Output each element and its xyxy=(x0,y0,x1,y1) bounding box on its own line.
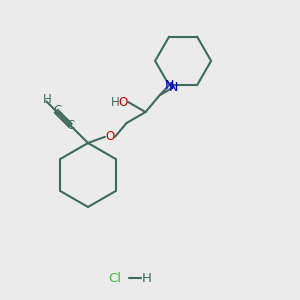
Text: H: H xyxy=(142,272,152,284)
Text: Cl: Cl xyxy=(109,272,122,284)
Text: C: C xyxy=(66,119,74,132)
Text: C: C xyxy=(53,104,61,117)
Text: N: N xyxy=(164,79,174,92)
Text: H: H xyxy=(111,96,120,109)
Text: H: H xyxy=(43,93,52,106)
Text: N: N xyxy=(169,81,178,94)
Text: O: O xyxy=(105,130,115,143)
Text: O: O xyxy=(118,96,128,109)
